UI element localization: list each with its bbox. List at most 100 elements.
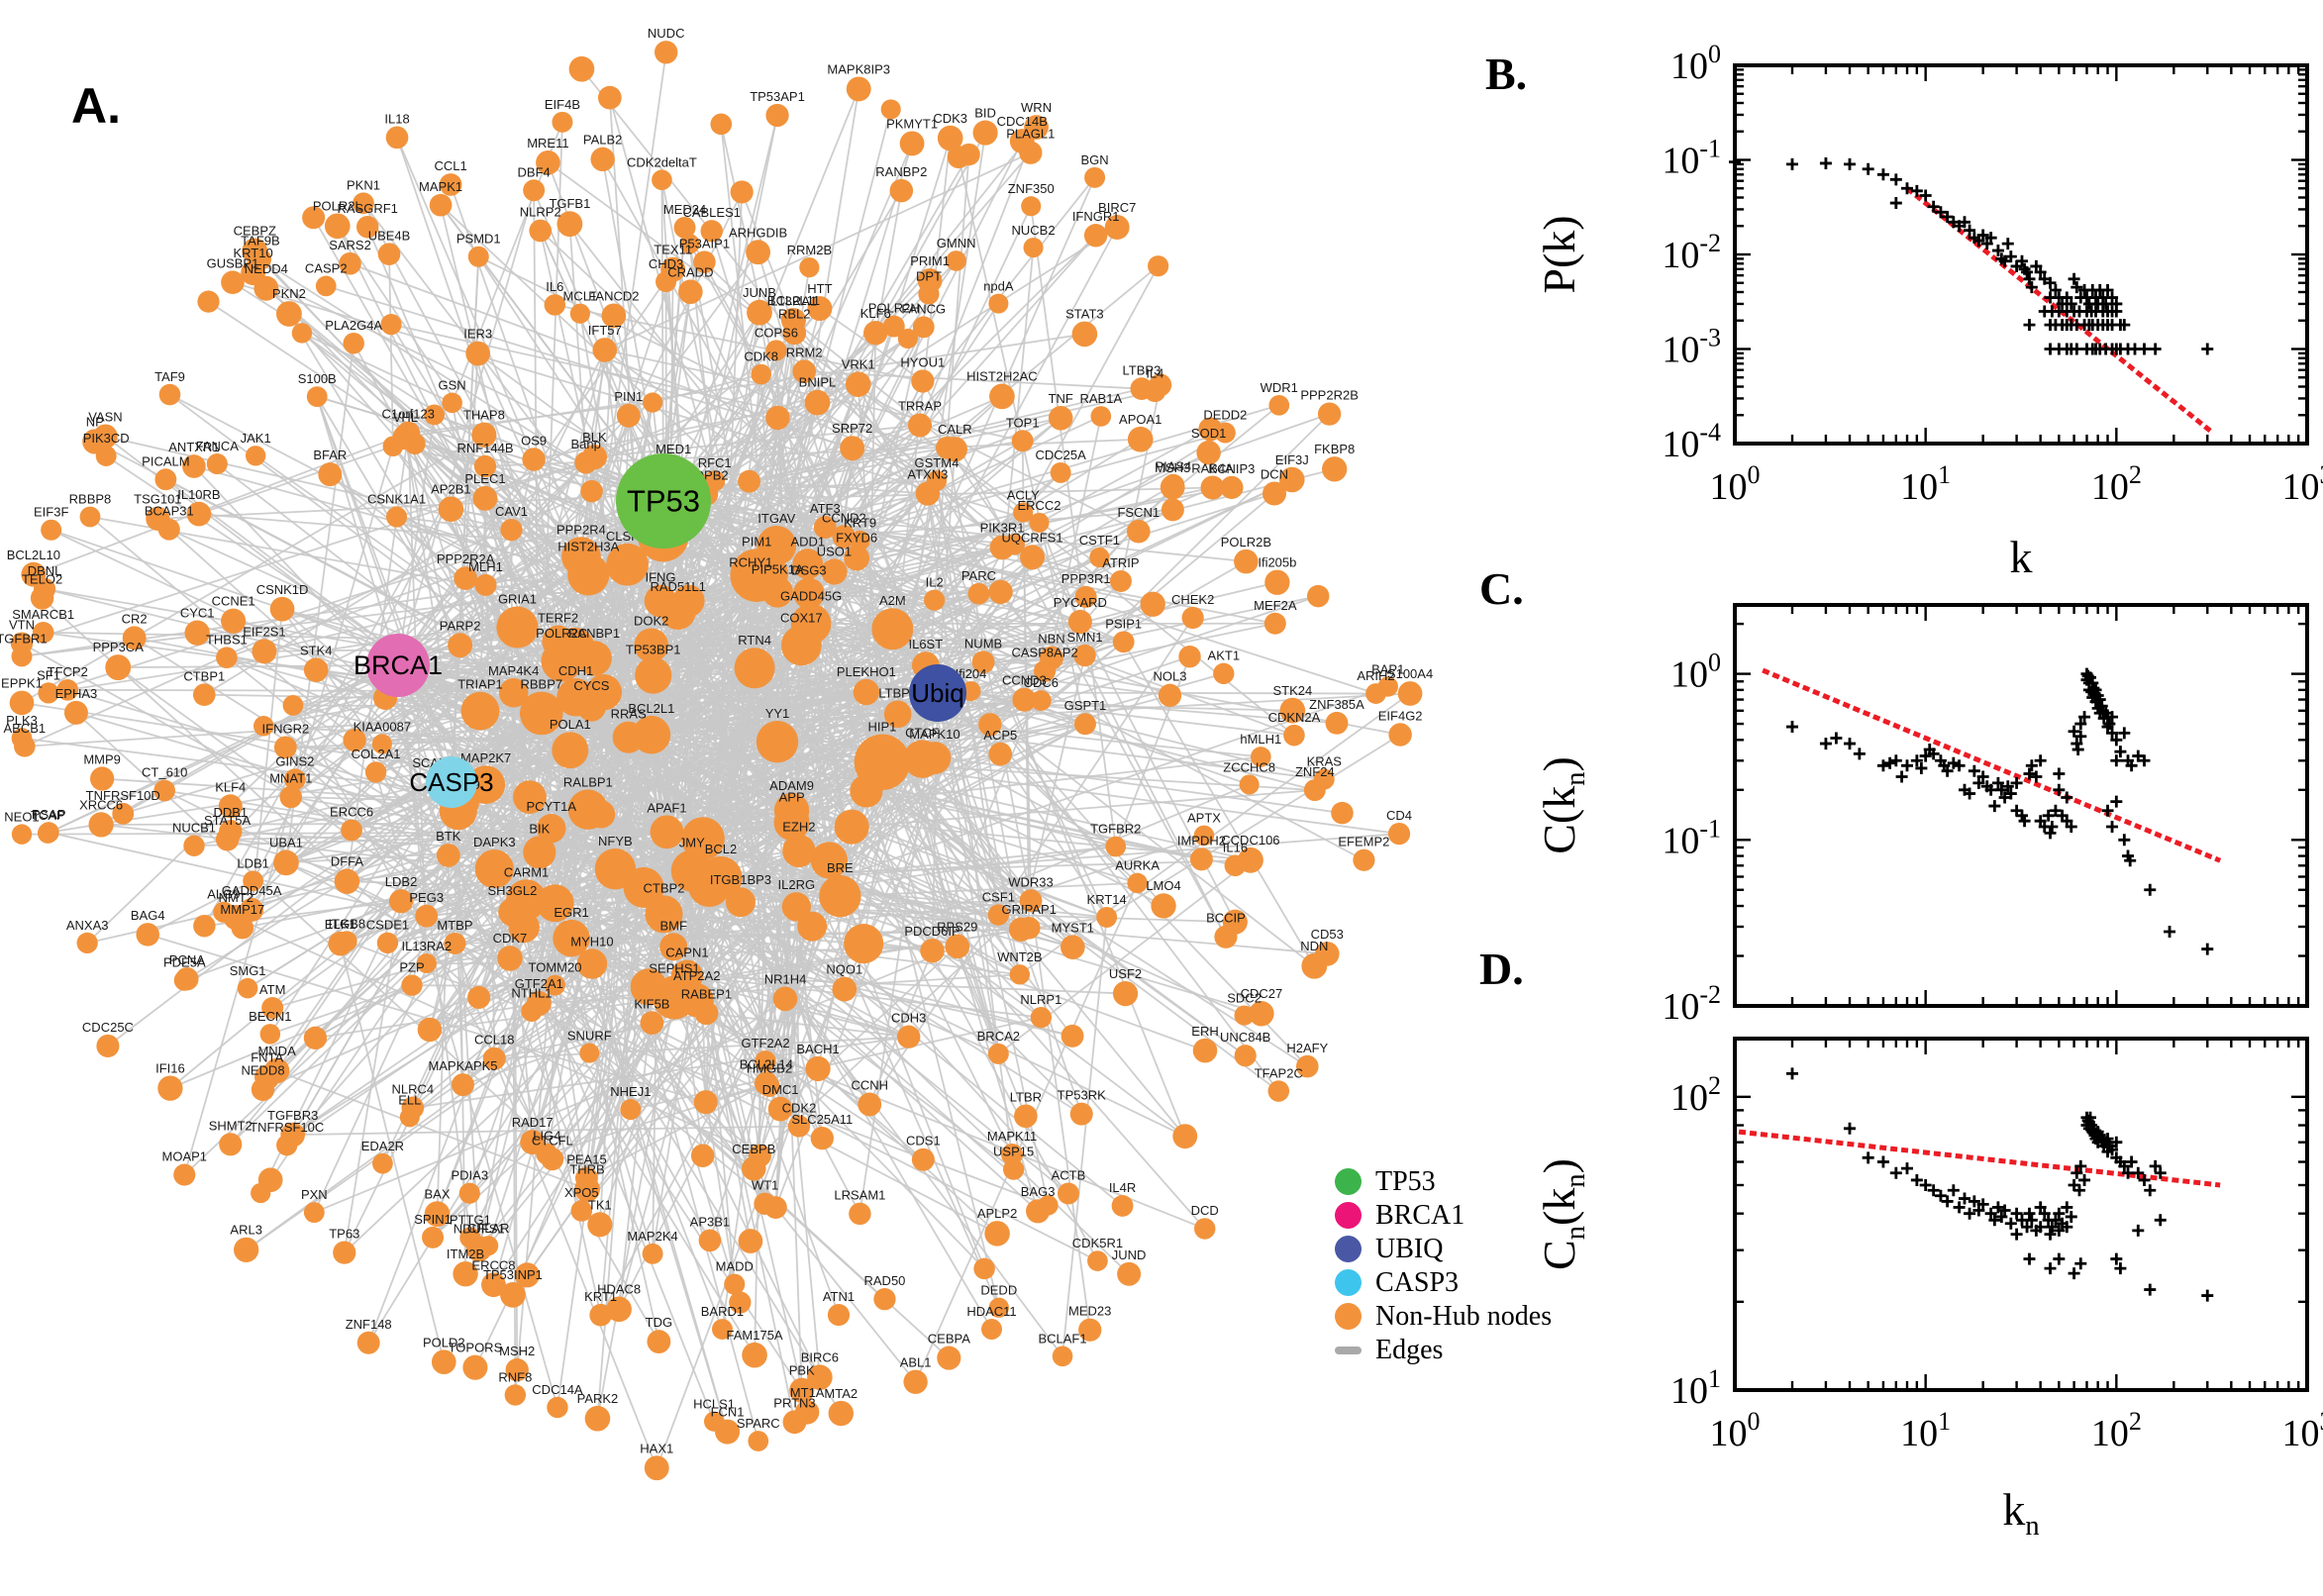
node-label: MRE11 — [527, 136, 568, 150]
non-hub-node — [1069, 1102, 1093, 1126]
data-point — [2114, 1262, 2127, 1275]
non-hub-node — [422, 1226, 445, 1248]
non-hub-node — [1083, 224, 1108, 248]
node-label: NLRP1 — [1020, 992, 1061, 1007]
non-hub-node — [1388, 723, 1412, 747]
non-hub-node — [587, 800, 616, 829]
non-hub-node — [807, 1364, 833, 1390]
non-hub-node — [810, 842, 849, 879]
node-label: BAG3 — [1021, 1184, 1056, 1199]
node-label: PDIA3 — [452, 1168, 489, 1183]
node-label: CTCF — [905, 725, 940, 740]
node-label: CTBP1 — [183, 668, 225, 683]
data-point — [1934, 1189, 1947, 1202]
data-point — [2025, 1214, 2038, 1227]
non-hub-node — [1196, 440, 1221, 465]
non-hub-node — [508, 911, 540, 944]
non-hub-node — [1161, 498, 1184, 522]
data-point — [2068, 1267, 2080, 1280]
node-label: LTBR — [1010, 1089, 1042, 1104]
data-point — [1988, 800, 2001, 813]
non-hub-node — [810, 1126, 834, 1150]
non-hub-node — [1149, 373, 1172, 397]
node-label: NDUFS1 — [454, 1221, 505, 1236]
data-point — [1889, 197, 1902, 210]
network-edge — [817, 1067, 998, 1235]
network-edge — [396, 516, 1001, 593]
non-hub-node — [452, 1073, 474, 1097]
network-edge — [375, 771, 674, 948]
node-label: SF1 — [37, 667, 60, 682]
node-label: WDR1 — [1261, 380, 1298, 395]
data-point — [2118, 1159, 2131, 1172]
node-label: EGR1 — [554, 905, 588, 920]
node-label: GTF2A1 — [515, 976, 563, 991]
non-hub-node — [725, 887, 756, 918]
data-point — [2106, 1144, 2119, 1156]
non-hub-node — [436, 844, 460, 867]
node-label: IL13RA2 — [402, 939, 453, 953]
non-hub-node — [453, 1261, 478, 1287]
legend-item-label: BRCA1 — [1375, 1199, 1465, 1231]
y-tick-label-B: 10-2 — [1662, 229, 1721, 276]
network-edge — [858, 692, 939, 1215]
network-edge — [539, 230, 664, 502]
node-label: C1orf123 — [382, 407, 435, 422]
data-point — [1901, 1162, 1913, 1175]
network-edge — [555, 913, 664, 986]
node-label: IL18 — [384, 111, 409, 126]
legend-item-label: CASP3 — [1375, 1266, 1460, 1298]
data-point — [2023, 1207, 2036, 1220]
non-hub-node — [1234, 549, 1259, 574]
node-label: PSIP1 — [1105, 616, 1142, 631]
non-hub-node — [1084, 166, 1106, 188]
node-label: TAF9 — [154, 369, 185, 384]
non-hub-node — [1178, 646, 1201, 668]
non-hub-node — [454, 566, 478, 590]
hub-node-brca1 — [366, 634, 430, 697]
x-tick-label-D: 101 — [1900, 1407, 1951, 1454]
non-hub-node — [245, 446, 266, 466]
x-tick-label-B: 101 — [1900, 460, 1951, 508]
non-hub-node — [920, 939, 945, 963]
non-hub-node — [1003, 534, 1026, 555]
network-edge — [316, 396, 453, 783]
network-edge — [284, 500, 664, 748]
non-hub-node — [1048, 405, 1073, 431]
non-hub-node — [251, 1182, 271, 1204]
node-label: TEX11 — [654, 243, 692, 257]
node-label: LRSAM1 — [834, 1188, 885, 1203]
non-hub-node — [840, 436, 865, 461]
node-label: PIP5K1A — [752, 561, 804, 576]
data-point — [1862, 162, 1874, 175]
non-hub-node — [863, 321, 888, 346]
node-label: RANBP2 — [875, 164, 927, 179]
data-point — [2110, 1252, 2123, 1265]
data-point — [2070, 281, 2083, 294]
data-point — [2042, 809, 2055, 822]
data-point — [2049, 283, 2062, 296]
node-label: CHEK2 — [1171, 592, 1214, 607]
node-label: ADD1 — [790, 534, 825, 549]
data-point — [2046, 821, 2059, 834]
network-edge — [862, 783, 1250, 945]
non-hub-node — [597, 85, 622, 110]
node-label: hMLH1 — [1240, 732, 1281, 747]
non-hub-node — [937, 125, 963, 151]
data-point — [1910, 754, 1923, 767]
node-label: RAD17 — [512, 1115, 554, 1130]
node-label: BID — [974, 106, 996, 121]
network-edge — [771, 572, 1124, 644]
node-label: JUNB — [743, 285, 776, 300]
node-label: PSMD1 — [456, 232, 501, 247]
legend-item-edges: Edges — [1335, 1336, 1552, 1363]
fit-line-C — [1762, 667, 2222, 863]
node-label: KIAA0087 — [354, 719, 412, 734]
non-hub-node — [634, 628, 669, 663]
non-hub-node — [693, 1090, 718, 1115]
network-edge — [662, 417, 1061, 502]
node-label: TAF9B — [241, 234, 280, 249]
data-point — [1964, 787, 1976, 800]
non-hub-node — [1148, 255, 1169, 277]
network-edge — [750, 692, 939, 1242]
